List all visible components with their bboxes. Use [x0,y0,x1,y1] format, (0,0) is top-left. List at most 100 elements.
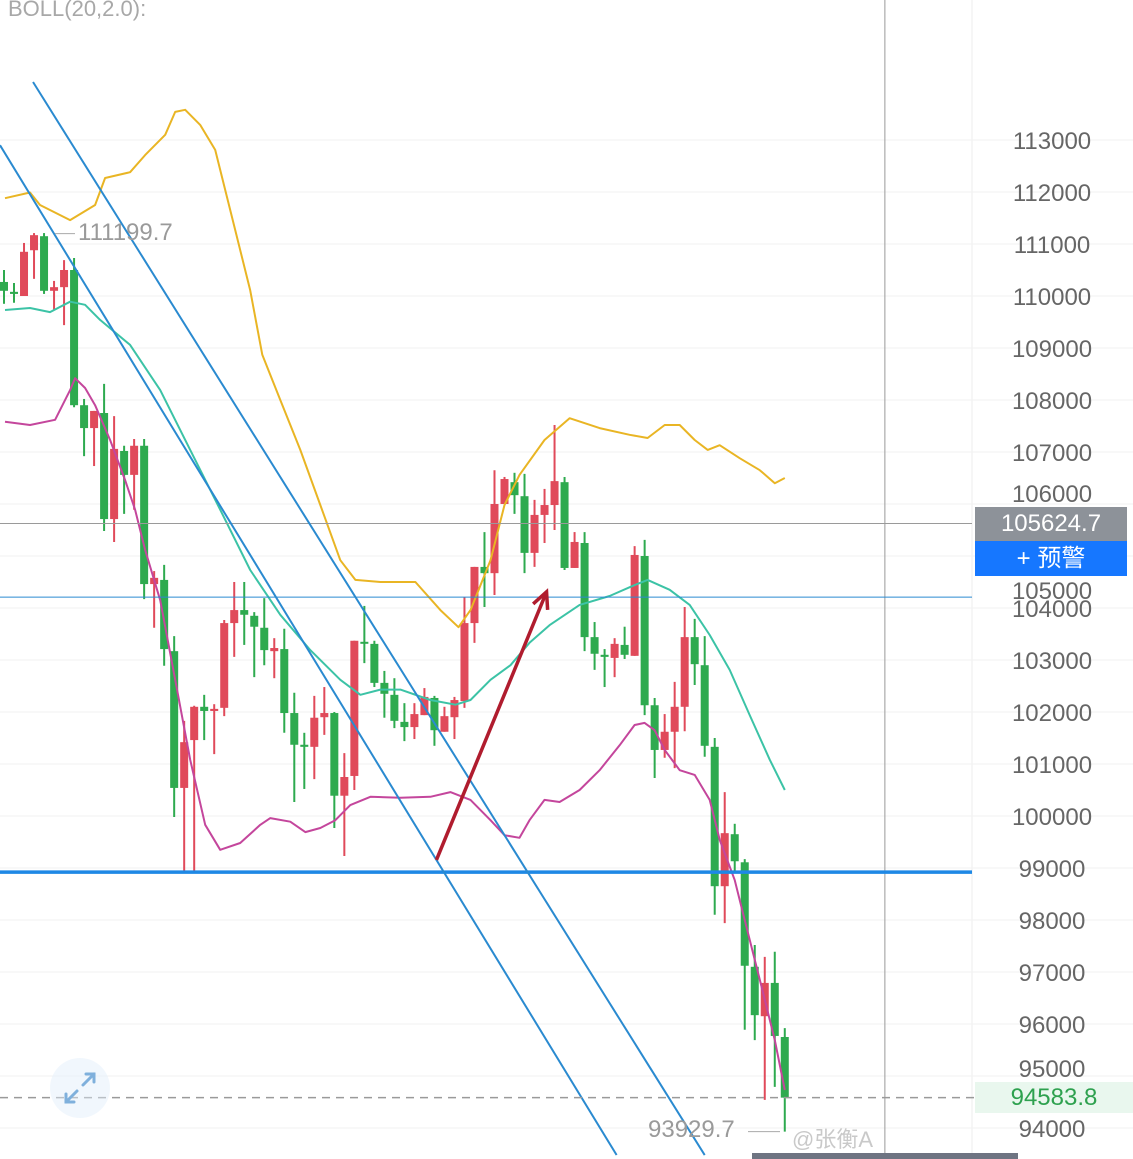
expand-button[interactable] [50,1058,110,1118]
candle [710,738,719,915]
candle [30,233,39,279]
tick-label: 95000 [1019,1056,1086,1083]
candle [570,532,579,568]
candle-body [580,543,589,638]
expand-arrows-icon [64,1072,96,1104]
candle-body [30,235,39,251]
tick-label: 99000 [1019,856,1086,883]
candle-body [540,505,549,515]
candle [670,681,679,769]
candle-body [490,504,499,574]
tick-label: 108000 [1012,388,1092,415]
candle [50,280,59,311]
candle [300,732,309,789]
candle-body [720,833,729,887]
candle-body [110,448,119,520]
candle-body [510,482,519,496]
candle-body [50,287,59,291]
candle-body [160,579,169,650]
candle [230,582,239,657]
candle [530,499,539,567]
trendline [32,81,706,1156]
candle-body [310,717,319,747]
candle-body [630,554,639,656]
candle-body [280,649,289,714]
candle [510,472,519,514]
candle [610,638,619,678]
candle-body [460,623,469,702]
boll-mid-line [4,300,786,791]
candle-body [290,713,299,745]
tick-label: 109000 [1012,336,1092,363]
candle [630,546,639,656]
visible-high-label: 111199.7 [78,219,173,246]
tick-label: 111000 [1014,232,1091,259]
boll-bands [4,108,786,1091]
candle-body [470,566,479,624]
tick-label: 98000 [1019,908,1086,935]
candle [620,626,629,659]
candle-body [590,637,599,654]
candle [500,476,509,504]
candle-body [130,445,139,475]
candle-body [430,697,439,731]
candle-body [740,862,749,966]
candle-body [680,637,689,707]
candle-body [660,731,669,750]
visible-low-label: 93929.7 [648,1116,735,1143]
candle-body [260,627,269,651]
candle [730,823,739,873]
candle-body [10,291,19,294]
candle-body [200,706,209,711]
candle [360,605,369,664]
candle-body [570,541,579,568]
candle-body [730,834,739,862]
arrow-line [434,591,549,861]
candle-body [480,566,489,574]
candle [330,712,339,828]
candle-body [190,706,199,741]
candle-body [670,706,679,732]
candle-body [410,714,419,728]
candle-body [700,665,709,746]
candle-body [40,236,49,291]
candle [180,720,189,873]
candle-body [640,556,649,706]
boll-lower-line [4,377,786,1091]
candle [290,692,299,802]
candle [40,233,49,294]
candle [460,597,469,708]
tick-label: 104000 [1012,596,1092,623]
drawings[interactable] [0,0,975,1159]
candle-body [440,716,449,732]
candle [550,424,559,530]
chart-scrollbar[interactable] [752,1153,1018,1159]
candle [200,694,209,741]
candle-body [530,514,539,553]
candle-body [240,610,249,615]
candle [580,532,589,652]
alert-button[interactable]: + 预警 [975,541,1127,576]
candle-body [650,705,659,750]
tick-label: 103000 [1012,648,1092,675]
candle-body [320,713,329,718]
candle [340,753,349,857]
candle [260,598,269,666]
candle-body [770,982,779,1036]
candle [770,951,779,1087]
candle [280,628,289,733]
candle-body [620,644,629,655]
price-axis: 113000 112000 111000 110000 109000 108000 1070… [1012,128,1092,1143]
arrow-head [531,588,550,610]
candle-body [750,966,759,1016]
last-price-tag: 94583.8 [975,1082,1133,1113]
candle [720,792,729,924]
candle [540,488,549,543]
candle [760,956,769,1100]
current-price-tag: 105624.7 [975,507,1127,541]
candle-body [70,270,79,406]
candle [190,705,199,873]
candle [440,706,449,732]
candle-body [270,648,279,652]
